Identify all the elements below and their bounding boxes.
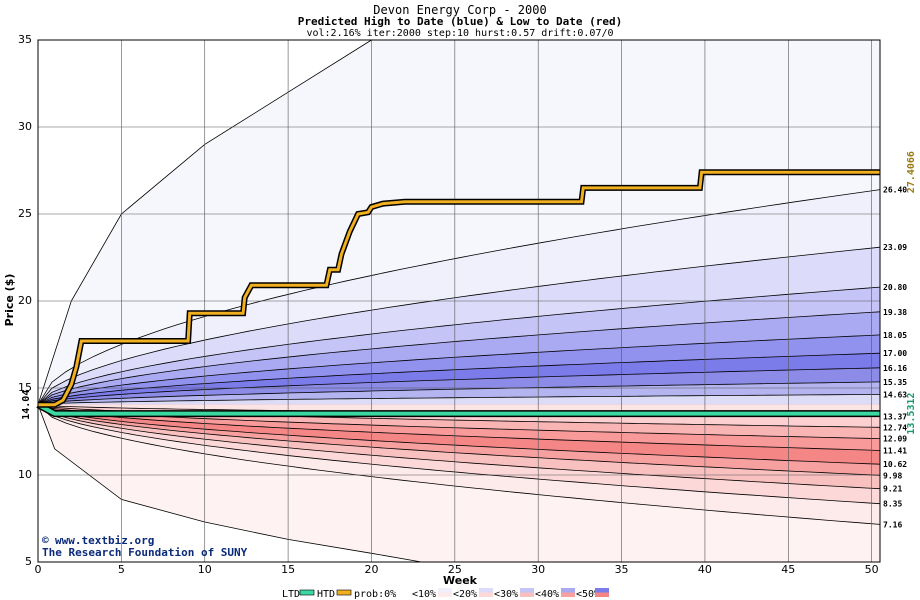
x-tick-label: 10 (198, 563, 212, 576)
chart-subtitle: Predicted High to Date (blue) & Low to D… (298, 15, 623, 28)
band-line-5 (37, 352, 881, 406)
band-line-16 (37, 404, 881, 505)
x-tick-label: 30 (531, 563, 545, 576)
legend-swatch-10 (438, 588, 452, 597)
y-tick-label: 25 (18, 207, 32, 220)
legend-swatch-50 (595, 588, 609, 597)
y-tick-label: 5 (25, 555, 32, 568)
band-end-labels: 26.40 23.09 20.80 19.38 18.05 17.00 16.16 15.35… (883, 186, 907, 530)
x-tick-label: 15 (281, 563, 295, 576)
band-line-14 (37, 404, 881, 476)
band-end-label: 23.09 (883, 243, 907, 252)
legend-prob-label: prob:0% (354, 589, 396, 600)
band-end-label: 15.35 (883, 378, 907, 387)
band-line-4 (37, 334, 881, 406)
x-tick-label: 25 (448, 563, 462, 576)
legend-ltd-swatch (299, 589, 315, 596)
x-tick-label: 45 (781, 563, 795, 576)
legend-b40-label: <40% (535, 589, 559, 600)
high-band-fill-8 (38, 394, 880, 405)
legend-ltd-label: LTD (282, 589, 300, 600)
legend-htd-swatch (336, 589, 352, 596)
legend-htd-label: HTD (317, 589, 335, 600)
start-price-label: 14.04 (21, 390, 32, 420)
band-end-label: 12.09 (883, 435, 907, 444)
legend-b30-label: <30% (494, 589, 518, 600)
band-line-8 (37, 394, 881, 406)
chart-title: Devon Energy Corp - 2000 (373, 3, 546, 17)
y-tick-label: 10 (18, 468, 32, 481)
x-axis-ticks: 0 5 10 15 20 25 30 35 40 45 50 (35, 563, 879, 576)
plot-frame (37, 39, 881, 563)
legend-swatch-20 (479, 588, 493, 597)
band-end-label: 20.80 (883, 283, 907, 292)
band-end-label: 12.74 (883, 423, 907, 432)
y-tick-label: 15 (18, 381, 32, 394)
legend-swatch-0 (397, 588, 411, 597)
band-line-0 (37, 189, 881, 405)
band-end-label: 9.21 (883, 485, 902, 494)
band-boundary-lines (37, 189, 881, 525)
band-line-13 (37, 404, 881, 465)
band-line-7 (37, 381, 881, 406)
x-tick-label: 5 (118, 563, 125, 576)
band-line-15 (37, 404, 881, 490)
band-end-label: 8.35 (883, 500, 902, 509)
band-end-label: 18.05 (883, 331, 907, 340)
htd-final-label: 27.4066 (906, 151, 917, 193)
legend-swatch-30 (520, 588, 534, 597)
band-end-label: 13.37 (883, 412, 907, 421)
band-line-2 (37, 286, 881, 405)
y-tick-label: 20 (18, 294, 32, 307)
x-tick-label: 50 (865, 563, 879, 576)
htd-ltd-paths (36, 169, 880, 418)
band-end-label: 11.41 (883, 446, 907, 455)
y-tick-label: 30 (18, 120, 32, 133)
band-end-label: 17.00 (883, 349, 907, 358)
x-tick-label: 20 (364, 563, 378, 576)
band-end-label: 7.16 (883, 520, 902, 529)
band-end-label: 10.62 (883, 460, 907, 469)
credit-org: The Research Foundation of SUNY (42, 546, 248, 559)
band-end-label: 16.16 (883, 364, 907, 373)
y-axis-ticks: 5 10 15 20 25 30 35 (18, 33, 32, 568)
band-end-label: 19.38 (883, 308, 907, 317)
band-line-12 (37, 404, 881, 451)
high-envelope-line (37, 39, 372, 405)
credit-site: www.textbiz.org (55, 534, 154, 547)
y-tick-label: 35 (18, 33, 32, 46)
band-line-1 (37, 246, 881, 405)
legend-b20-label: <20% (453, 589, 477, 600)
band-end-label: 26.40 (883, 186, 907, 195)
x-axis-label: Week (443, 574, 478, 587)
ltd-final-label: 13.5312 (906, 392, 917, 434)
x-tick-label: 35 (615, 563, 629, 576)
chart-params: vol:2.16% iter:2000 step:10 hurst:0.57 d… (306, 28, 613, 39)
legend: LTD HTD prob:0% <10% <20% <30% <40% <50% (282, 588, 609, 600)
x-tick-label: 0 (35, 563, 42, 576)
band-line-3 (37, 311, 881, 406)
band-end-label: 9.98 (883, 471, 902, 480)
legend-b50-label: <50% (576, 589, 600, 600)
band-end-label: 14.63 (883, 390, 907, 399)
y-axis-label: Price ($) (3, 274, 16, 327)
legend-b10-label: <10% (412, 589, 436, 600)
htd-path (38, 170, 880, 407)
credit-copyright: © (42, 534, 49, 547)
band-line-17 (37, 404, 881, 525)
legend-swatch-40 (561, 588, 575, 597)
band-line-6 (37, 367, 881, 406)
x-tick-label: 40 (698, 563, 712, 576)
band-line-11 (37, 404, 881, 439)
